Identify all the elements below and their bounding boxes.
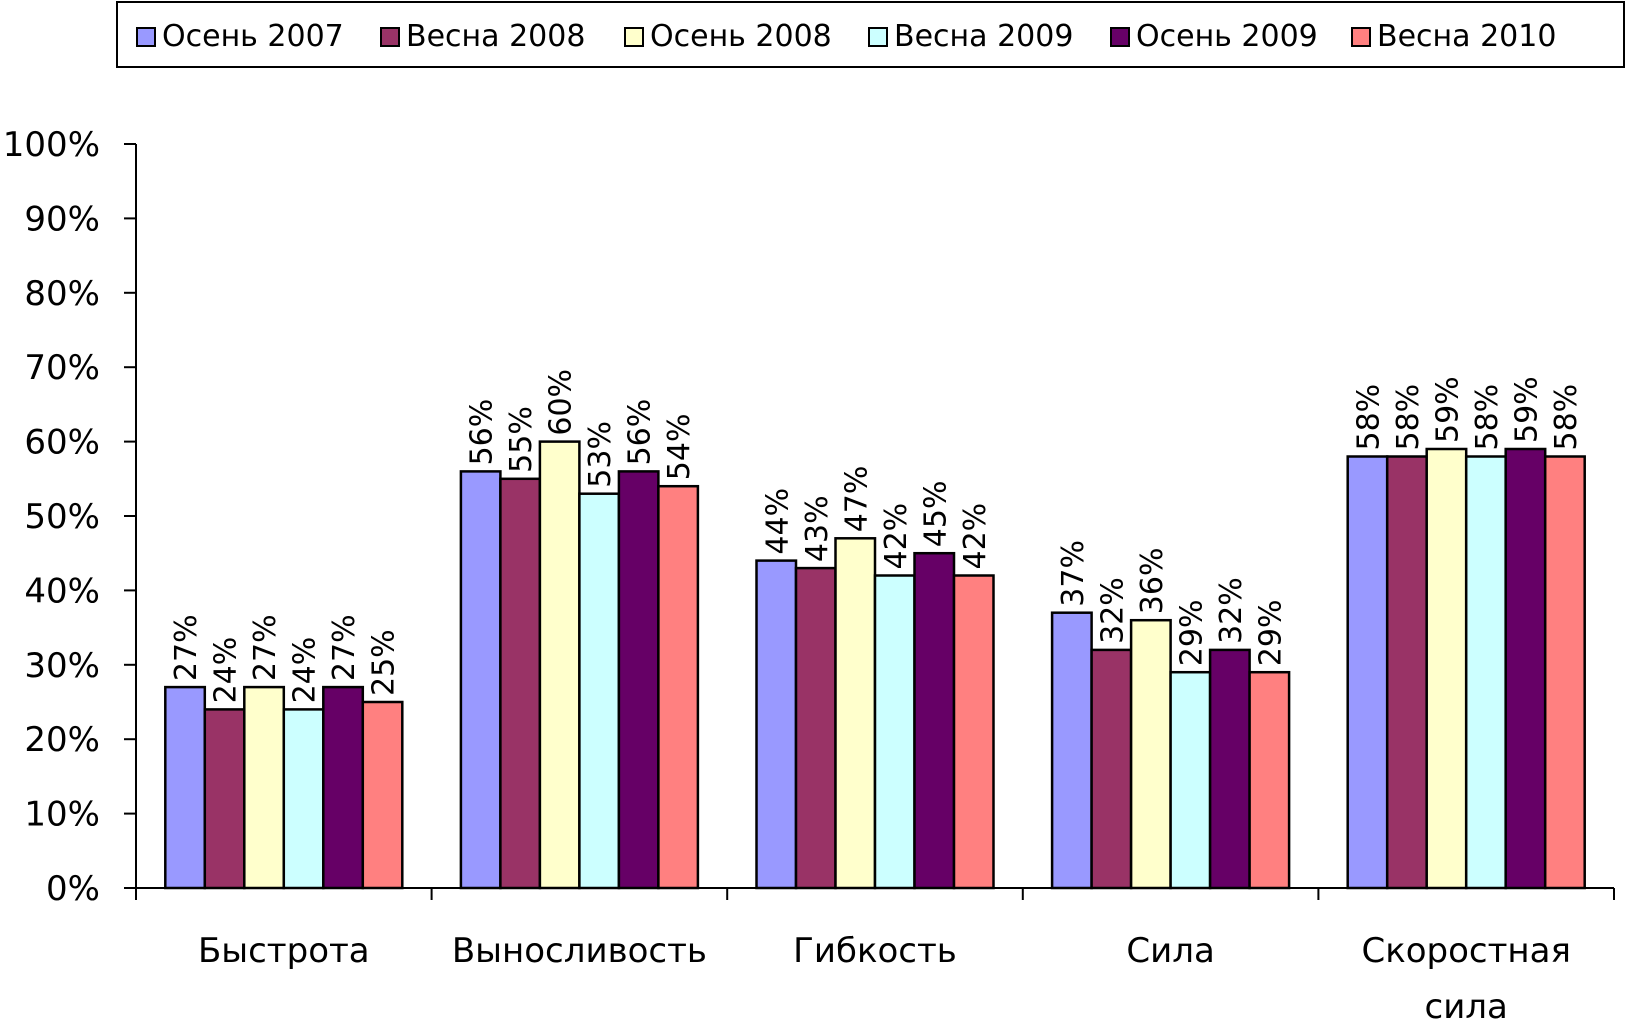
category-label: Сила [1126,931,1214,971]
data-label: 56% [465,399,500,466]
y-tick-label: 10% [24,795,100,835]
data-label: 45% [918,481,953,548]
data-label: 43% [800,495,835,562]
legend-label: Весна 2010 [1377,19,1557,54]
bar [873,574,916,890]
data-label: 24% [288,637,323,704]
chart-legend: Осень 2007 Весна 2008 Осень 2008 Весна 2… [116,1,1625,68]
data-label: 42% [879,503,914,570]
data-label: 58% [1549,384,1584,451]
y-tick-label: 100% [3,125,100,165]
legend-label: Весна 2009 [894,19,1074,54]
legend-item: Осень 2007 [136,21,344,53]
bar [1543,455,1586,890]
legend-swatch [380,27,400,47]
data-label: 27% [169,614,204,681]
bar [1248,670,1291,890]
bar [1208,648,1251,890]
y-tick-label: 80% [24,274,100,314]
category-label: сила [1425,987,1508,1027]
bar [538,440,581,890]
bar [794,566,837,890]
data-label: 56% [623,399,658,466]
data-label: 58% [1391,384,1426,451]
category-label: Выносливость [452,931,707,971]
bar [499,477,542,890]
legend-swatch [1110,27,1130,47]
y-tick-label: 90% [24,199,100,239]
bar [1464,455,1507,890]
bar [1090,648,1133,890]
data-label: 59% [1510,376,1545,443]
legend-swatch [136,27,156,47]
legend-item: Весна 2008 [380,21,585,53]
data-label: 32% [1214,577,1249,644]
legend-swatch [868,27,888,47]
legend-label: Осень 2009 [1136,19,1318,54]
bar [617,470,660,890]
y-tick-label: 0% [46,869,100,909]
y-tick-label: 20% [24,720,100,760]
legend-swatch [1351,27,1371,47]
legend-item: Весна 2010 [1351,21,1556,53]
bar [1129,618,1172,890]
data-label: 47% [839,466,874,533]
legend-label: Весна 2008 [406,19,586,54]
bar [578,492,621,890]
bar [282,708,325,890]
legend-label: Осень 2008 [650,19,832,54]
bar [1385,455,1428,890]
bar [322,685,365,890]
data-label: 25% [367,629,402,696]
bar [952,574,995,890]
y-tick-label: 70% [24,348,100,388]
bar [1425,447,1468,890]
bar [755,559,798,890]
bar [459,470,502,890]
bar [1504,447,1547,890]
data-label: 53% [583,421,618,488]
data-label: 27% [248,614,283,681]
category-label: Скоростная [1361,931,1570,971]
data-label: 58% [1352,384,1387,451]
data-label: 29% [1174,600,1209,667]
data-label: 36% [1135,548,1170,615]
data-label: 59% [1431,376,1466,443]
legend-label: Осень 2007 [162,19,344,54]
bar [834,537,877,890]
bar [361,700,404,890]
bar [1169,670,1212,890]
y-tick-label: 50% [24,497,100,537]
data-label: 44% [760,488,795,555]
legend-item: Осень 2008 [624,21,832,53]
y-tick-label: 30% [24,646,100,686]
bar [243,685,286,890]
y-tick-label: 60% [24,423,100,463]
legend-swatch [624,27,644,47]
data-label: 58% [1470,384,1505,451]
bar [1050,611,1093,890]
data-label: 29% [1253,600,1288,667]
data-label: 42% [958,503,993,570]
bar [1346,455,1389,890]
data-label: 24% [209,637,244,704]
data-label: 60% [544,369,579,436]
bar [657,484,700,890]
data-label: 27% [327,614,362,681]
y-tick-label: 40% [24,571,100,611]
category-label: Гибкость [793,931,957,971]
data-label: 54% [662,414,697,481]
data-label: 32% [1095,577,1130,644]
category-label: Быстрота [198,931,370,971]
legend-item: Осень 2009 [1110,21,1318,53]
bar [913,551,956,890]
bar [164,685,207,890]
bar [203,708,246,890]
data-label: 55% [504,406,539,473]
legend-item: Весна 2009 [868,21,1073,53]
data-label: 37% [1056,540,1091,607]
